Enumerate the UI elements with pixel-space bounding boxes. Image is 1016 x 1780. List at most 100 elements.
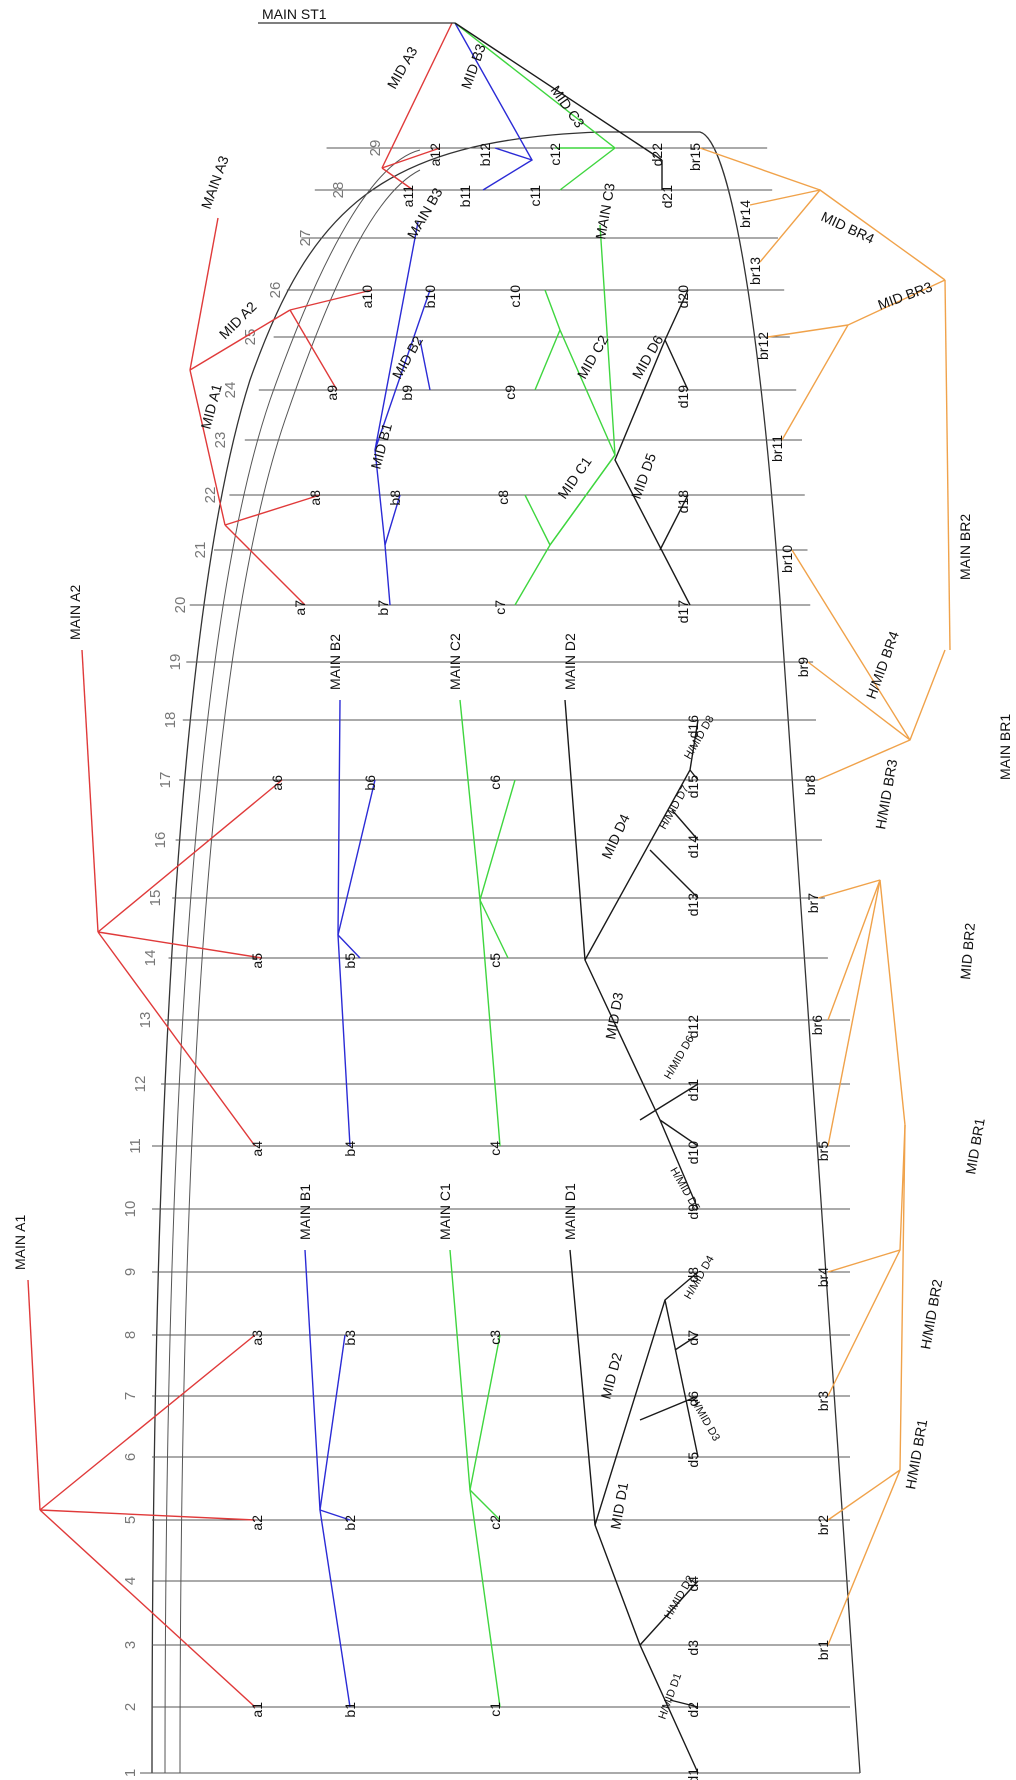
- station-gridlines: [152, 147, 850, 1774]
- branch-line: [39, 1509, 256, 1708]
- label-hmid-br1: H/MID BR1: [902, 1418, 930, 1491]
- branch-line: [304, 1249, 351, 1708]
- label-main-c2: MAIN C2: [447, 633, 463, 690]
- branch-line: [224, 494, 321, 526]
- label-main-d1: MAIN D1: [562, 1183, 578, 1240]
- branch-line: [514, 224, 616, 606]
- branch-line: [664, 339, 689, 391]
- point-d11: d11: [685, 1079, 701, 1102]
- point-d17: d17: [675, 600, 691, 624]
- label-mid-a1: MID A1: [197, 382, 224, 431]
- point-br9: br9: [795, 657, 811, 677]
- point-a1: a1: [249, 1702, 265, 1718]
- branch-line: [469, 1489, 501, 1521]
- point-c5: c5: [487, 953, 503, 968]
- branch-line: [97, 931, 263, 959]
- label-mid-c2: MID C2: [574, 332, 612, 381]
- label-mid-b3: MID B3: [458, 41, 489, 91]
- label-main-br1: MAIN BR1: [997, 714, 1013, 780]
- branch-line: [639, 1395, 699, 1421]
- point-c4: c4: [487, 1141, 503, 1156]
- label-main-b2: MAIN B2: [327, 634, 343, 690]
- point-d18: d18: [675, 490, 691, 514]
- point-br6: br6: [809, 1015, 825, 1035]
- branch-line: [639, 1083, 699, 1121]
- point-b6: b6: [362, 775, 378, 791]
- point-d21: d21: [659, 185, 675, 209]
- point-br12: br12: [755, 332, 771, 360]
- branch-line: [827, 1124, 906, 1646]
- station-number: 23: [212, 432, 229, 449]
- point-b12: b12: [477, 143, 493, 167]
- point-a10: a10: [359, 285, 375, 309]
- point-b5: b5: [342, 953, 358, 969]
- station-number: 26: [267, 282, 284, 299]
- point-c11: c11: [527, 185, 543, 207]
- branch-line: [319, 1334, 346, 1511]
- point-d10: d10: [685, 1141, 701, 1165]
- point-br13: br13: [747, 257, 763, 285]
- point-d20: d20: [675, 285, 691, 309]
- branch-line: [659, 494, 689, 551]
- branch-line: [319, 1509, 351, 1521]
- branch-line: [224, 524, 306, 606]
- label-mid-br2: MID BR2: [957, 922, 978, 980]
- branch-line: [827, 1469, 901, 1521]
- branch-line: [469, 1334, 501, 1491]
- branch-line: [479, 899, 509, 959]
- point-a6: a6: [269, 775, 285, 791]
- point-d1: d1: [685, 1768, 701, 1780]
- point-br10: br10: [779, 545, 795, 573]
- branch-line: [27, 1279, 41, 1511]
- branch-line: [449, 1249, 501, 1708]
- branch-line: [767, 324, 849, 338]
- point-b1: b1: [342, 1702, 358, 1718]
- branch-line: [337, 699, 351, 1147]
- label-mid-b2: MID B2: [389, 333, 426, 382]
- point-d8: d8: [685, 1267, 701, 1283]
- point-d12: d12: [685, 1015, 701, 1039]
- point-c10: c10: [507, 285, 523, 308]
- label-main-b1: MAIN B1: [297, 1184, 313, 1240]
- branch-line: [381, 147, 441, 169]
- branch-line: [39, 1509, 256, 1521]
- label-mid-b1: MID B1: [367, 421, 395, 470]
- label-hmid-br2: H/MID BR2: [917, 1278, 945, 1351]
- branch-line: [494, 147, 533, 161]
- station-number: 28: [330, 182, 347, 199]
- point-br3: br3: [815, 1391, 831, 1411]
- branch-line: [459, 699, 501, 1147]
- station-number: 19: [167, 654, 184, 671]
- branch-line: [374, 289, 431, 451]
- label-hmid-br4: H/MID BR4: [863, 629, 902, 701]
- point-d14: d14: [685, 835, 701, 859]
- label-mid-c1: MID C1: [554, 454, 594, 502]
- branch-line: [524, 494, 551, 546]
- point-c3: c3: [487, 1330, 503, 1345]
- point-d4: d4: [685, 1576, 701, 1592]
- point-b4: b4: [342, 1141, 358, 1157]
- point-d3: d3: [685, 1640, 701, 1656]
- point-d13: d13: [685, 893, 701, 917]
- station-number: 15: [147, 890, 164, 907]
- main-st1-label: MAIN ST1: [262, 6, 327, 22]
- label-mid-d5: MID D5: [628, 451, 659, 501]
- label-mid-br4: MID BR4: [819, 208, 877, 247]
- point-br8: br8: [802, 775, 818, 795]
- station-number: 17: [157, 772, 174, 789]
- branch-line: [659, 1119, 699, 1147]
- point-b8: b8: [387, 490, 403, 506]
- branch-line: [189, 309, 291, 371]
- point-br2: br2: [815, 1515, 831, 1535]
- branch-line: [39, 1334, 256, 1511]
- branch-line: [289, 289, 373, 311]
- point-b9: b9: [399, 385, 415, 401]
- branch-line: [639, 1580, 699, 1646]
- branch-line: [827, 879, 881, 1147]
- label-mid-d3: MID D3: [602, 991, 626, 1041]
- branch-line: [289, 309, 338, 391]
- point-br1: br1: [815, 1640, 831, 1660]
- label-main-a2: MAIN A2: [67, 585, 83, 640]
- point-b2: b2: [342, 1515, 358, 1531]
